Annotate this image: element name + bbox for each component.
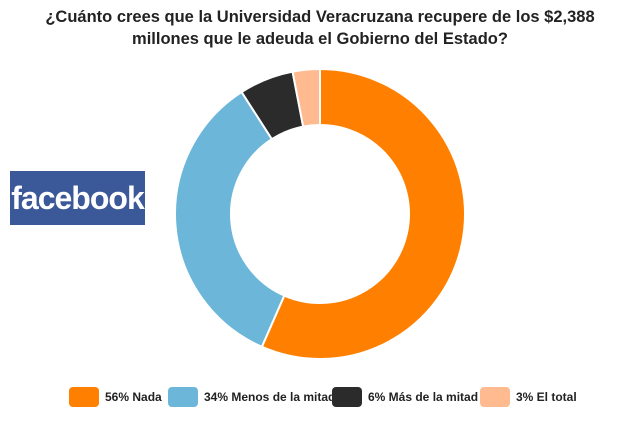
legend-item-el-total: 3% El total (480, 386, 577, 408)
chart-title-line-2: millones que le adeuda el Gobierno del E… (132, 30, 508, 48)
facebook-logo-text: facebook (11, 179, 144, 216)
donut-slice-1 (174, 90, 286, 349)
legend-item-menos-de-la-mitad: 34% Menos de la mitad (168, 386, 335, 408)
facebook-logo: facebook (10, 171, 145, 225)
chart-legend: 56% Nada 34% Menos de la mitad 6% Más de… (0, 386, 640, 410)
chart-title-line-1: ¿Cuánto crees que la Universidad Veracru… (45, 8, 595, 26)
legend-label-nada: 56% Nada (105, 390, 162, 404)
legend-label-mas-de-la-mitad: 6% Más de la mitad (368, 390, 479, 404)
donut-slice-3 (291, 67, 321, 128)
legend-swatch-mas-de-la-mitad (332, 387, 362, 407)
chart-title: ¿Cuánto crees que la Universidad Veracru… (20, 6, 620, 50)
legend-swatch-menos-de-la-mitad (168, 387, 198, 407)
donut-slice-0 (260, 67, 466, 360)
legend-swatch-el-total (480, 387, 510, 407)
legend-label-el-total: 3% El total (516, 390, 577, 404)
legend-swatch-nada (69, 387, 99, 407)
legend-item-nada: 56% Nada (69, 386, 162, 408)
legend-label-menos-de-la-mitad: 34% Menos de la mitad (204, 390, 336, 404)
legend-item-mas-de-la-mitad: 6% Más de la mitad (332, 386, 478, 408)
